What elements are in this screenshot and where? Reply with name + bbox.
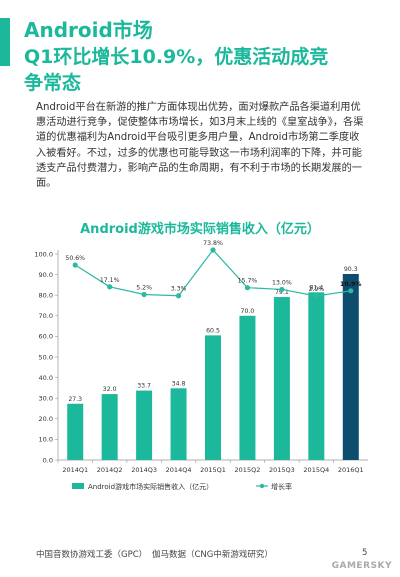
- growth-rate-label: 73.8%: [203, 240, 223, 247]
- revenue-bar: [136, 390, 153, 460]
- growth-rate-point: [348, 288, 354, 294]
- y-tick-label: 10.0: [39, 436, 53, 444]
- growth-rate-point: [107, 284, 113, 290]
- legend-line-label: 增长率: [271, 482, 292, 491]
- x-tick-label: 2015Q4: [303, 466, 329, 474]
- watermark-logo: GAMERSKY: [331, 561, 392, 571]
- revenue-bar: [101, 394, 118, 460]
- x-tick-label: 2016Q1: [338, 466, 364, 474]
- bar-value-label: 32.0: [103, 386, 117, 393]
- growth-rate-label: 2.9%: [308, 286, 324, 293]
- revenue-growth-chart: 0.0 10.0 20.0 30.0 40.0 50.0 60.0 70.0 80.0 90.0 1…: [34, 240, 368, 491]
- x-tick-label: 2014Q2: [97, 466, 123, 474]
- footer-source-cng: 伽马数据（CNG中新游戏研究）: [152, 550, 273, 560]
- x-tick-label: 2015Q3: [269, 466, 295, 474]
- growth-rate-label: 15.7%: [238, 278, 258, 285]
- bar-value-label: 90.3: [344, 266, 358, 273]
- body-paragraph: Android平台在新游的推广方面体现出优势，面对爆款产品各渠道利用优惠活动进行…: [36, 102, 364, 190]
- legend-bar-swatch: [72, 483, 84, 489]
- bar-value-label: 60.5: [206, 327, 220, 334]
- growth-rate-label: 3.3%: [171, 286, 187, 293]
- bar-value-label: 79.1: [275, 289, 289, 296]
- growth-rate-point: [279, 286, 285, 293]
- revenue-bar: [308, 292, 325, 460]
- y-tick-label: 90.0: [39, 271, 53, 279]
- x-tick-label: 2015Q1: [200, 466, 226, 474]
- bar-value-label: 34.8: [172, 380, 186, 387]
- y-tick-label: 40.0: [39, 374, 53, 382]
- y-tick-label: 80.0: [39, 292, 53, 300]
- growth-rate-point: [210, 247, 216, 253]
- x-tick-label: 2014Q1: [62, 466, 88, 474]
- page-title-line-1: Android市场: [24, 18, 153, 42]
- revenue-bar: [205, 335, 221, 460]
- y-tick-label: 70.0: [39, 312, 53, 320]
- revenue-bar: [342, 273, 359, 460]
- growth-rate-point: [72, 262, 78, 268]
- footer-source-gpc: 中国音数协游戏工委（GPC）: [36, 550, 148, 560]
- y-tick-label: 0.0: [43, 456, 53, 464]
- revenue-bar: [170, 388, 187, 460]
- page-title-line-3: 争常态: [24, 72, 82, 94]
- growth-rate-label: 50.6%: [65, 255, 85, 262]
- growth-rate-point: [313, 293, 319, 299]
- growth-rate-label: 5.2%: [136, 285, 152, 292]
- growth-rate-label: 17.1%: [100, 277, 120, 284]
- growth-rate-point: [175, 293, 182, 299]
- page-title-line-2: Q1环比增长10.9%，优惠活动成竞: [24, 46, 329, 68]
- bar-value-label: 33.7: [137, 383, 151, 390]
- revenue-bar: [67, 403, 84, 460]
- growth-rate-point: [244, 285, 251, 291]
- growth-rate-point: [141, 291, 147, 298]
- growth-rate-label: 13.0%: [272, 279, 292, 286]
- y-tick-label: 30.0: [39, 395, 53, 403]
- chart-title: Android游戏市场实际销售收入（亿元）: [80, 222, 320, 237]
- bar-value-label: 81.4: [309, 284, 323, 291]
- revenue-bar: [239, 315, 256, 460]
- y-tick-label: 100.0: [34, 250, 53, 258]
- page-number: 5: [362, 548, 368, 558]
- y-tick-label: 50.0: [39, 353, 53, 361]
- growth-rate-label: 10.9%: [340, 281, 361, 288]
- legend-bar-label: Android游戏市场实际销售收入（亿元）: [88, 482, 213, 491]
- x-tick-label: 2014Q3: [131, 466, 157, 474]
- revenue-bar: [273, 297, 290, 460]
- bar-value-label: 27.3: [68, 396, 82, 403]
- y-tick-label: 60.0: [39, 333, 53, 341]
- x-tick-label: 2015Q2: [235, 466, 261, 474]
- y-tick-label: 20.0: [39, 415, 53, 423]
- bar-value-label: 70.0: [241, 308, 255, 315]
- x-tick-label: 2014Q4: [166, 466, 192, 474]
- title-accent-bar: [0, 18, 10, 66]
- legend-line-marker: [259, 483, 265, 489]
